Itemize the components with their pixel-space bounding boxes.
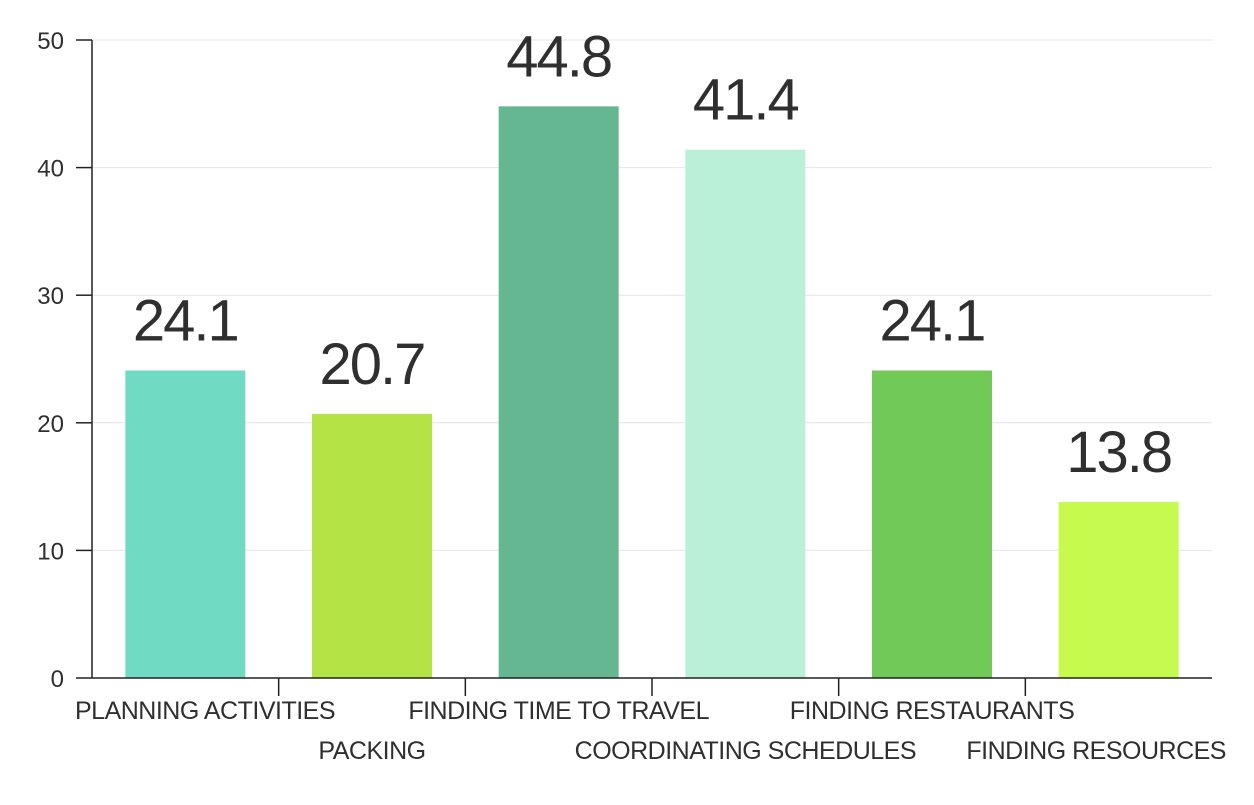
data-label: 44.8	[506, 24, 611, 89]
data-label: 13.8	[1066, 420, 1171, 485]
bar	[1058, 501, 1179, 678]
y-tick-label: 50	[37, 28, 64, 55]
bar	[872, 370, 992, 678]
bar	[685, 149, 806, 679]
data-label: 20.7	[320, 332, 425, 397]
x-tick-label: FINDING RESTAURANTS	[790, 697, 1075, 725]
y-tick-label: 20	[37, 411, 64, 438]
bar	[312, 413, 432, 678]
data-label: 24.1	[133, 288, 238, 353]
x-tick-label: PACKING	[318, 737, 425, 765]
x-tick-label: FINDING RESOURCES	[966, 737, 1226, 765]
y-tick-label: 0	[51, 666, 64, 693]
bars	[125, 106, 1179, 679]
data-label: 24.1	[880, 288, 985, 353]
x-tick-label: COORDINATING SCHEDULES	[575, 737, 916, 765]
y-tick-label: 10	[37, 538, 64, 565]
y-tick-label: 30	[37, 283, 64, 310]
x-tick-label: FINDING TIME TO TRAVEL	[408, 697, 709, 725]
bar	[498, 106, 619, 679]
labels: 0 10 20 30 40 50 24.1 PLANNING ACTIVITIES 20.7 PA…	[37, 24, 1226, 765]
y-tick-label: 40	[37, 156, 64, 183]
bar	[125, 370, 246, 678]
axes	[76, 39, 1212, 696]
x-tick-label: PLANNING ACTIVITIES	[75, 697, 335, 725]
gridlines	[92, 39, 1212, 551]
data-label: 41.4	[693, 68, 799, 133]
